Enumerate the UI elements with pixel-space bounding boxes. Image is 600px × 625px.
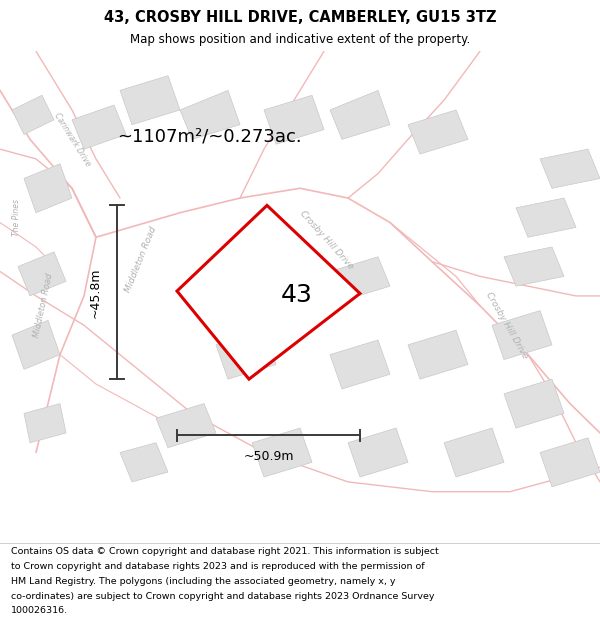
Text: 43, CROSBY HILL DRIVE, CAMBERLEY, GU15 3TZ: 43, CROSBY HILL DRIVE, CAMBERLEY, GU15 3… [104, 10, 496, 25]
Polygon shape [444, 428, 504, 477]
Polygon shape [516, 198, 576, 238]
Polygon shape [540, 438, 600, 487]
Polygon shape [540, 149, 600, 188]
Polygon shape [492, 311, 552, 359]
Polygon shape [330, 257, 390, 301]
Polygon shape [408, 330, 468, 379]
Polygon shape [120, 76, 180, 124]
Text: ~50.9m: ~50.9m [243, 450, 294, 463]
Polygon shape [12, 321, 60, 369]
Text: Carinwark Drive: Carinwark Drive [52, 111, 92, 168]
Polygon shape [348, 428, 408, 477]
Polygon shape [156, 404, 216, 448]
Polygon shape [216, 330, 276, 379]
Text: The Pines: The Pines [12, 199, 22, 236]
Polygon shape [504, 379, 564, 428]
Polygon shape [72, 105, 126, 149]
Polygon shape [408, 110, 468, 154]
Polygon shape [18, 252, 66, 296]
Text: to Crown copyright and database rights 2023 and is reproduced with the permissio: to Crown copyright and database rights 2… [11, 562, 424, 571]
Polygon shape [180, 91, 240, 139]
Polygon shape [504, 247, 564, 286]
Text: 100026316.: 100026316. [11, 606, 68, 616]
Polygon shape [12, 95, 54, 134]
Polygon shape [120, 442, 168, 482]
Text: Middleton Road: Middleton Road [32, 272, 55, 339]
Text: Contains OS data © Crown copyright and database right 2021. This information is : Contains OS data © Crown copyright and d… [11, 548, 439, 556]
Polygon shape [177, 206, 360, 379]
Text: Map shows position and indicative extent of the property.: Map shows position and indicative extent… [130, 33, 470, 46]
Polygon shape [252, 428, 312, 477]
Polygon shape [264, 95, 324, 144]
Polygon shape [24, 404, 66, 442]
Text: HM Land Registry. The polygons (including the associated geometry, namely x, y: HM Land Registry. The polygons (includin… [11, 577, 395, 586]
Text: co-ordinates) are subject to Crown copyright and database rights 2023 Ordnance S: co-ordinates) are subject to Crown copyr… [11, 592, 434, 601]
Text: 43: 43 [280, 282, 312, 307]
Text: Middleton Road: Middleton Road [124, 225, 158, 294]
Text: ~1107m²/~0.273ac.: ~1107m²/~0.273ac. [117, 128, 302, 146]
Text: ~45.8m: ~45.8m [89, 267, 102, 318]
Polygon shape [330, 340, 390, 389]
Text: Crosby Hill Drive: Crosby Hill Drive [298, 209, 356, 271]
Text: Crosby Hill Drive: Crosby Hill Drive [484, 291, 530, 360]
Polygon shape [24, 164, 72, 212]
Polygon shape [252, 242, 312, 291]
Polygon shape [330, 91, 390, 139]
